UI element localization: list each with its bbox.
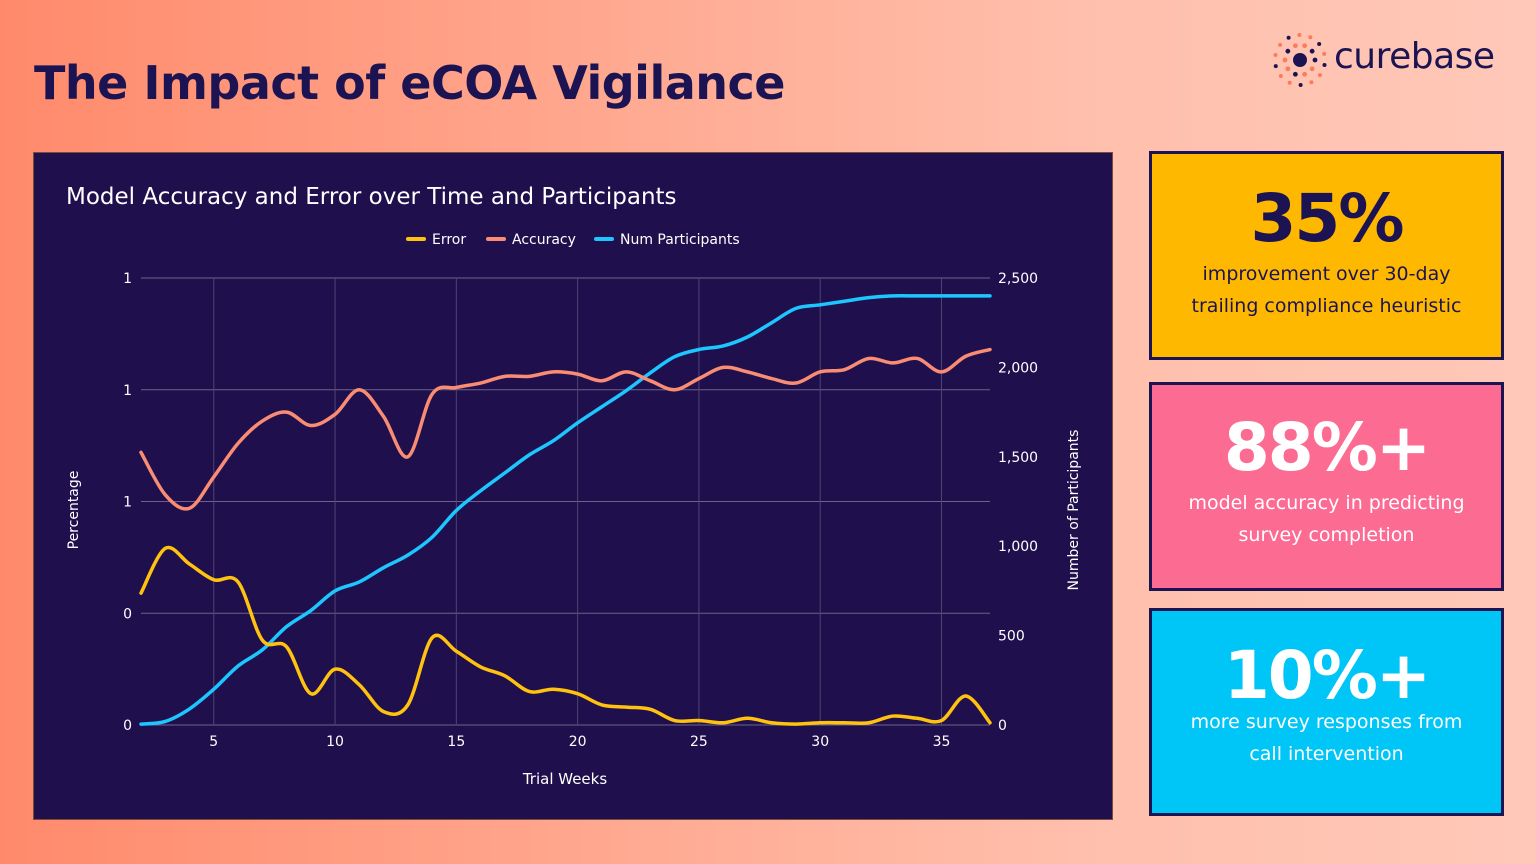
- logo-dot: [1322, 62, 1327, 67]
- x-tick-label: 35: [933, 734, 951, 750]
- x-tick-label: 30: [811, 734, 829, 750]
- stat-description: more survey responses from call interven…: [1190, 711, 1463, 765]
- logo-dot: [1297, 33, 1302, 38]
- logo-text: curebase: [1334, 36, 1495, 77]
- y2-tick-label: 2,500: [998, 271, 1038, 287]
- y-axis-ticks: 0 0 1 1 1: [123, 271, 132, 734]
- logo-dot: [1309, 48, 1315, 54]
- stat-card-responses: 10%+ more survey responses from call int…: [1149, 608, 1504, 816]
- logo-dot: [1309, 66, 1315, 72]
- stat-description: model accuracy in predicting survey comp…: [1188, 492, 1465, 546]
- logo-dot: [1273, 53, 1278, 58]
- y-tick-label: 0: [123, 718, 132, 734]
- logo-dot: [1282, 57, 1288, 63]
- logo-dot: [1273, 64, 1278, 69]
- y-tick-label: 1: [123, 271, 132, 287]
- y2-tick-label: 2,000: [998, 360, 1038, 376]
- y2-tick-label: 1,000: [998, 539, 1038, 555]
- stat-card-accuracy: 88%+ model accuracy in predicting survey…: [1149, 382, 1504, 591]
- chart-grid: [141, 277, 990, 726]
- y-tick-label: 1: [123, 383, 132, 399]
- logo-dot: [1292, 71, 1298, 77]
- logo-center-dot: [1293, 53, 1307, 67]
- legend-label: Error: [432, 232, 466, 248]
- chart-legend: Error Accuracy Num Participants: [406, 232, 740, 248]
- stat-value: 88%+: [1223, 409, 1431, 486]
- y2-tick-label: 0: [998, 718, 1007, 734]
- logo-dot: [1286, 35, 1291, 40]
- series-line-error: [139, 545, 992, 726]
- y-tick-label: 1: [123, 495, 132, 511]
- logo-dot: [1317, 41, 1322, 46]
- y2-tick-label: 1,500: [998, 450, 1038, 466]
- series-line-accuracy: [139, 347, 992, 511]
- logo-dot: [1287, 80, 1292, 85]
- sunburst-dots-icon: [1273, 33, 1327, 87]
- stat-card-improvement: 35% improvement over 30-day trailing com…: [1149, 151, 1504, 360]
- logo-dot: [1312, 57, 1318, 63]
- x-tick-label: 25: [690, 734, 708, 750]
- logo-dot: [1278, 42, 1283, 47]
- chart-panel: Model Accuracy and Error over Time and P…: [33, 152, 1113, 820]
- curebase-logo: curebase: [1270, 30, 1510, 90]
- logo-dot: [1278, 74, 1283, 79]
- series-line-num-participants: [139, 293, 992, 726]
- line-chart: Model Accuracy and Error over Time and P…: [66, 184, 1082, 788]
- logo-dot: [1302, 71, 1308, 77]
- series-lines: [139, 293, 992, 726]
- logo-dot: [1308, 35, 1313, 40]
- logo-dot: [1317, 73, 1322, 78]
- chart-title: Model Accuracy and Error over Time and P…: [66, 184, 677, 210]
- x-axis-label: Trial Weeks: [522, 770, 608, 788]
- logo-dot: [1285, 48, 1291, 54]
- y2-axis-label: Number of Participants: [1066, 430, 1082, 591]
- y-tick-label: 0: [123, 606, 132, 622]
- stat-description: improvement over 30-day trailing complia…: [1191, 263, 1462, 317]
- x-tick-label: 5: [209, 734, 218, 750]
- legend-label: Num Participants: [620, 232, 740, 248]
- x-axis-ticks: 5 10 15 20 25 30 35: [209, 734, 950, 750]
- logo-dot: [1309, 80, 1314, 85]
- x-tick-label: 15: [447, 734, 465, 750]
- logo-dot: [1285, 66, 1291, 72]
- logo-dot: [1322, 51, 1327, 56]
- x-tick-label: 10: [326, 734, 344, 750]
- y2-tick-label: 500: [998, 629, 1025, 645]
- stat-value: 10%+: [1223, 637, 1431, 714]
- y2-axis-ticks: 0 500 1,000 1,500 2,000 2,500: [998, 271, 1038, 734]
- y-axis-label: Percentage: [66, 471, 82, 550]
- logo-dot: [1298, 82, 1303, 87]
- logo-dot: [1302, 43, 1308, 49]
- x-tick-label: 20: [569, 734, 587, 750]
- logo-dot: [1292, 43, 1298, 49]
- page-title: The Impact of eCOA Vigilance: [34, 56, 785, 110]
- stat-value: 35%: [1250, 180, 1405, 257]
- legend-label: Accuracy: [512, 232, 576, 248]
